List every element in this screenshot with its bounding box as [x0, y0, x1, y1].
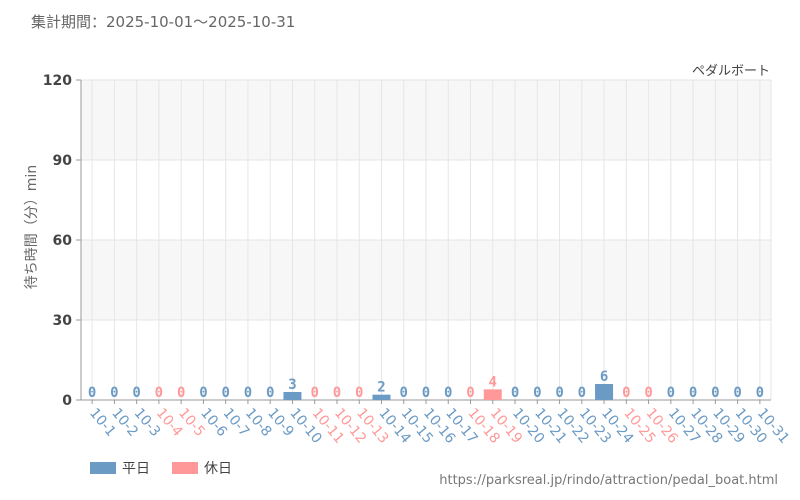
data-label: 0 — [533, 385, 541, 401]
data-label: 0 — [667, 385, 675, 401]
data-label: 0 — [244, 385, 252, 401]
data-label: 0 — [110, 385, 118, 401]
bar — [483, 389, 502, 400]
data-label: 0 — [88, 385, 96, 401]
data-label: 0 — [355, 385, 363, 401]
data-label: 0 — [578, 385, 586, 401]
data-label: 0 — [310, 385, 318, 401]
data-label: 0 — [511, 385, 519, 401]
data-label: 0 — [199, 385, 207, 401]
data-label: 0 — [711, 385, 719, 401]
y-tick-label: 120 — [43, 73, 72, 89]
period-label: 集計期間：2025-10-01～2025-10-31 — [31, 13, 296, 31]
data-label: 0 — [644, 385, 652, 401]
bar — [595, 384, 614, 400]
data-label: 0 — [733, 385, 741, 401]
data-label: 0 — [466, 385, 474, 401]
legend-holiday: 休日 — [172, 458, 232, 478]
data-label: 6 — [600, 369, 608, 385]
source-url[interactable]: https://parksreal.jp/rindo/attraction/pe… — [439, 473, 778, 488]
data-label: 2 — [377, 380, 385, 396]
y-tick-label: 60 — [53, 233, 73, 249]
legend-weekday-swatch — [90, 462, 116, 474]
bar — [283, 392, 302, 400]
legend-weekday-label: 平日 — [122, 461, 150, 477]
data-label: 0 — [132, 385, 140, 401]
y-tick-label: 90 — [53, 153, 73, 169]
y-tick-label: 30 — [53, 313, 73, 329]
data-label: 0 — [555, 385, 563, 401]
data-label: 3 — [288, 377, 296, 393]
data-label: 4 — [489, 374, 497, 390]
legend-weekday: 平日 — [90, 458, 150, 478]
data-label: 0 — [266, 385, 274, 401]
data-label: 0 — [444, 385, 452, 401]
data-label: 0 — [221, 385, 229, 401]
data-label: 0 — [622, 385, 630, 401]
bar — [372, 394, 391, 400]
data-label: 0 — [400, 385, 408, 401]
data-label: 0 — [689, 385, 697, 401]
legend-holiday-label: 休日 — [204, 461, 232, 477]
legend-holiday-swatch — [172, 462, 198, 474]
attraction-name: ペダルボート — [691, 64, 770, 79]
data-label: 0 — [155, 385, 163, 401]
data-label: 0 — [422, 385, 430, 401]
data-label: 0 — [333, 385, 341, 401]
chart-legend: 平日 休日 — [90, 458, 254, 478]
data-label: 0 — [177, 385, 185, 401]
y-tick-label: 0 — [62, 393, 72, 409]
data-label: 0 — [756, 385, 764, 401]
